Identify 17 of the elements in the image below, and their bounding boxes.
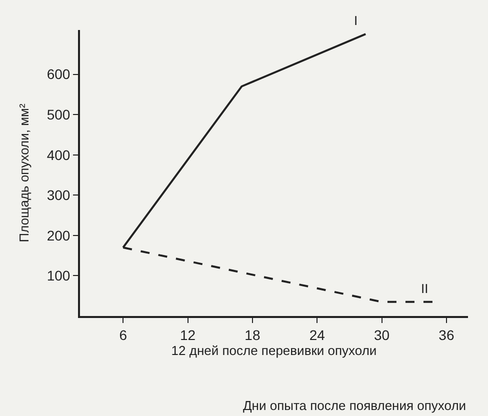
- y-tick-label: 400: [46, 146, 70, 163]
- x-tick-label: 30: [374, 326, 390, 343]
- series-label: II: [421, 281, 428, 296]
- x-tick-label: 36: [438, 326, 454, 343]
- y-tick-label: 300: [46, 187, 70, 204]
- x-tick-label: 12: [180, 326, 196, 343]
- y-tick-label: 600: [46, 66, 70, 82]
- x-tick-label: 24: [309, 326, 326, 343]
- y-tick-label: 500: [46, 106, 70, 122]
- y-tick-label: 200: [46, 227, 70, 244]
- text: Дни опыта после появления опухоли: [243, 398, 466, 413]
- x-tick-label: 18: [244, 326, 260, 343]
- x-tick-label: 6: [119, 326, 128, 343]
- series-label: I: [354, 13, 358, 28]
- y-tick-label: 100: [46, 268, 70, 284]
- y-axis-title: Площадь опухоли, мм²: [16, 103, 32, 242]
- x-axis-title: 12 дней после перевивки опухоли: [171, 342, 377, 358]
